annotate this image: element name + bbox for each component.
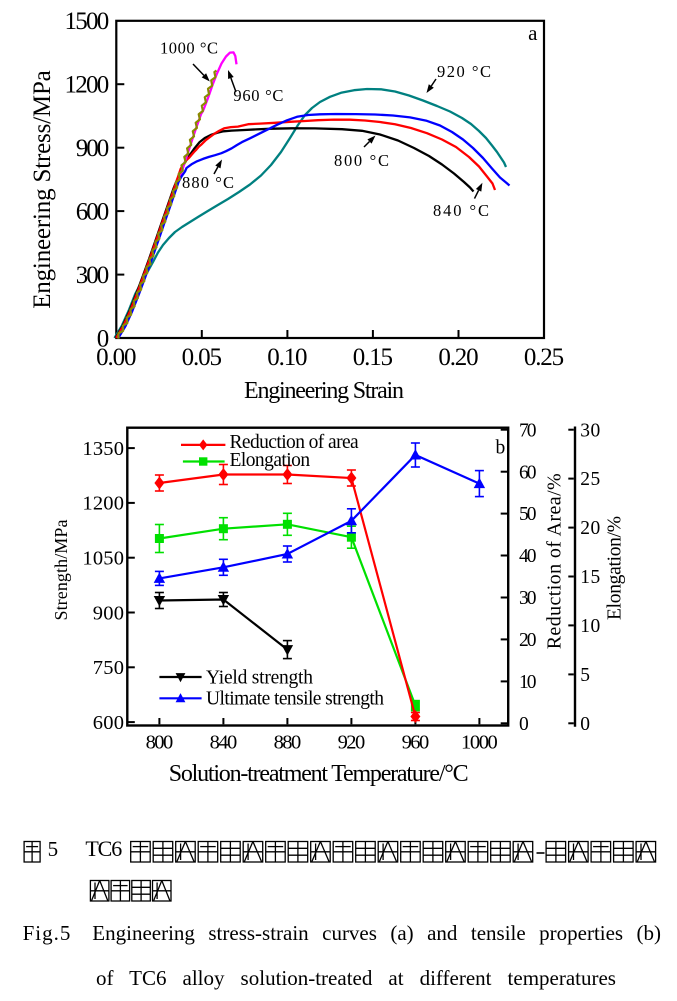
svg-text:800: 800 bbox=[146, 732, 174, 754]
svg-text:Elongation/%: Elongation/% bbox=[605, 516, 626, 620]
svg-text:600: 600 bbox=[93, 712, 124, 734]
svg-text:0: 0 bbox=[519, 714, 529, 735]
svg-text:70: 70 bbox=[519, 420, 537, 441]
svg-text:of TC6 alloy solution-treated: of TC6 alloy solution-treated at differe… bbox=[96, 966, 616, 990]
svg-text:20: 20 bbox=[580, 518, 600, 539]
svg-text:40: 40 bbox=[519, 546, 537, 567]
svg-text:Engineering Strain: Engineering Strain bbox=[244, 378, 404, 404]
svg-text:1200: 1200 bbox=[65, 72, 110, 99]
svg-text:1350: 1350 bbox=[82, 438, 124, 460]
svg-text:1000 °C: 1000 °C bbox=[160, 39, 218, 58]
svg-text:750: 750 bbox=[93, 657, 124, 679]
svg-text:Yield strength: Yield strength bbox=[206, 667, 313, 688]
svg-text:20: 20 bbox=[519, 630, 537, 651]
svg-text:60: 60 bbox=[519, 462, 537, 483]
svg-text:0.00: 0.00 bbox=[96, 344, 136, 371]
svg-text:960 °C: 960 °C bbox=[233, 86, 283, 105]
svg-text:840: 840 bbox=[210, 732, 238, 754]
svg-text:Ultimate tensile strength: Ultimate tensile strength bbox=[206, 689, 384, 710]
svg-text:10: 10 bbox=[580, 616, 600, 637]
svg-text:30: 30 bbox=[519, 588, 537, 609]
svg-text:1050: 1050 bbox=[82, 548, 124, 570]
svg-text:0.15: 0.15 bbox=[353, 344, 393, 371]
svg-text:25: 25 bbox=[580, 469, 600, 490]
svg-text:880 °C: 880 °C bbox=[182, 173, 234, 192]
svg-text:Solution-treatment Temperature: Solution-treatment Temperature/°C bbox=[169, 761, 469, 787]
svg-text:Strength/MPa: Strength/MPa bbox=[51, 520, 71, 621]
svg-text:5: 5 bbox=[580, 665, 590, 686]
svg-text:920 °C: 920 °C bbox=[437, 62, 491, 81]
svg-text:840 °C: 840 °C bbox=[433, 201, 489, 220]
svg-text:880: 880 bbox=[274, 732, 302, 754]
svg-text:Engineering Stress/MPa: Engineering Stress/MPa bbox=[29, 70, 56, 309]
svg-text:TC6: TC6 bbox=[85, 836, 122, 861]
svg-text:1000: 1000 bbox=[461, 732, 498, 754]
svg-text:5: 5 bbox=[48, 837, 59, 861]
svg-text:a: a bbox=[528, 21, 538, 45]
svg-text:Engineering stress-strain curv: Engineering stress-strain curves (a) and… bbox=[92, 921, 661, 945]
svg-text:b: b bbox=[496, 437, 506, 458]
svg-text:1500: 1500 bbox=[65, 8, 110, 35]
svg-text:50: 50 bbox=[519, 504, 537, 525]
svg-text:30: 30 bbox=[580, 420, 600, 441]
svg-text:800 °C: 800 °C bbox=[334, 151, 389, 170]
svg-text:900: 900 bbox=[76, 135, 110, 162]
svg-text:0.20: 0.20 bbox=[438, 344, 478, 371]
svg-text:900: 900 bbox=[93, 602, 124, 624]
svg-text:Reduction of area: Reduction of area bbox=[230, 432, 360, 453]
svg-text:600: 600 bbox=[76, 199, 110, 226]
svg-text:0: 0 bbox=[580, 714, 590, 735]
svg-text:0.05: 0.05 bbox=[182, 344, 222, 371]
svg-text:960: 960 bbox=[402, 732, 430, 754]
svg-text:0.25: 0.25 bbox=[524, 344, 564, 371]
svg-text:Reduction of Area/%: Reduction of Area/% bbox=[544, 473, 566, 649]
svg-text:1200: 1200 bbox=[82, 493, 124, 515]
svg-text:Fig.5: Fig.5 bbox=[23, 921, 71, 945]
svg-text:10: 10 bbox=[519, 672, 537, 693]
svg-text:920: 920 bbox=[338, 732, 366, 754]
svg-text:0.10: 0.10 bbox=[267, 344, 307, 371]
svg-text:15: 15 bbox=[580, 567, 600, 588]
svg-text:300: 300 bbox=[76, 262, 110, 289]
svg-text:0: 0 bbox=[97, 325, 110, 352]
svg-text:Elongation: Elongation bbox=[230, 450, 311, 471]
